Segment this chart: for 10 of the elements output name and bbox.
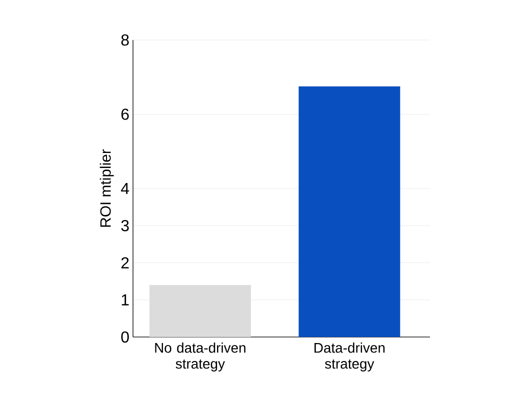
y-tick-label: 8 [121,34,129,46]
y-tick-label: 4 [120,183,130,194]
y-tick-label: 0 [121,331,129,343]
y-tick-label: 2 [121,257,129,268]
y-tick-label: 3 [121,220,129,232]
y-tick-label: 1 [122,294,129,306]
x-tick-label: No data-driven strategy [155,342,246,372]
y-tick-label: 6 [121,108,129,120]
x-tick-label: Data-driven strategy [314,342,385,372]
y-axis-title: ROI mtiplier [100,149,114,227]
